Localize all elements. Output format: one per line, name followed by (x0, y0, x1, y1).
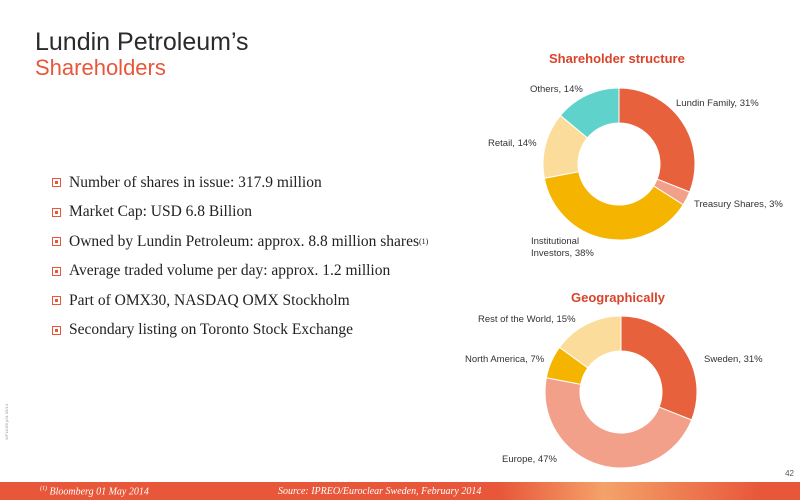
slice-label-sweden: Sweden, 31% (704, 354, 763, 365)
footnote: (1) Bloomberg 01 May 2014 (40, 486, 149, 497)
bullet-text: Average traded volume per day: approx. 1… (69, 262, 391, 280)
footer-bar: (1) Bloomberg 01 May 2014 Source: IPREO/… (0, 482, 800, 500)
slice-rest-of-the-world (558, 315, 622, 369)
donut-chart-geographically: Sweden, 31% Europe, 47% North America, 7% R… (465, 314, 763, 469)
square-bullet-icon (52, 296, 61, 306)
bullet-text: Market Cap: USD 6.8 Billion (69, 203, 252, 221)
document-code: WF11055 p01 05/14 (4, 404, 9, 440)
footnote-text: Bloomberg 01 May 2014 (47, 486, 149, 497)
slice-label-north-america: North America, 7% (465, 354, 545, 365)
slice-lundin-family (618, 87, 696, 193)
slice-others (559, 87, 620, 139)
page-title: Lundin Petroleum’s (35, 28, 249, 56)
bullet-text: Owned by Lundin Petroleum: approx. 8.8 m… (69, 232, 419, 250)
slice-label-institutional-investors: Institutional Investors, 38% (531, 236, 594, 259)
slice-label-lundin-family: Lundin Family, 31% (676, 98, 759, 109)
chart-title-shareholder-structure: Shareholder structure (549, 51, 685, 66)
slice-label-europe: Europe, 47% (502, 454, 557, 465)
bullet-text: Number of shares in issue: 317.9 million (69, 173, 322, 191)
footer-decoration (500, 482, 760, 500)
footnote-marker: (1) (40, 485, 47, 492)
slice-label-others: Others, 14% (530, 84, 583, 95)
square-bullet-icon (52, 237, 61, 247)
bullet-item: Owned by Lundin Petroleum: approx. 8.8 m… (52, 227, 428, 257)
chart-title-geographically: Geographically (571, 290, 665, 305)
bullet-item: Number of shares in issue: 317.9 million (52, 168, 428, 198)
donut-chart-shareholder-structure: Lundin Family, 31% Treasury Shares, 3% Ins… (488, 84, 783, 259)
source-note: Source: IPREO/Euroclear Sweden, February… (278, 486, 482, 497)
slice-sweden (620, 315, 698, 421)
slice-label-treasury-shares: Treasury Shares, 3% (694, 199, 783, 210)
slice-label-rest-of-the-world: Rest of the World, 15% (478, 314, 576, 325)
square-bullet-icon (52, 266, 61, 276)
square-bullet-icon (52, 207, 61, 217)
page-subtitle: Shareholders (35, 55, 166, 80)
square-bullet-icon (52, 178, 61, 188)
bullet-item: Part of OMX30, NASDAQ OMX Stockholm (52, 286, 428, 316)
slice-europe (544, 377, 693, 469)
bullet-item: Secondary listing on Toronto Stock Excha… (52, 316, 428, 346)
bullet-item: Market Cap: USD 6.8 Billion (52, 198, 428, 228)
page-number: 42 (785, 469, 794, 478)
bullet-item: Average traded volume per day: approx. 1… (52, 257, 428, 287)
bullet-text: Secondary listing on Toronto Stock Excha… (69, 321, 354, 339)
bullet-text: Part of OMX30, NASDAQ OMX Stockholm (69, 291, 350, 309)
slice-label-retail: Retail, 14% (488, 138, 537, 149)
footnote-ref: (1) (419, 237, 429, 247)
bullet-list: Number of shares in issue: 317.9 million… (52, 168, 428, 345)
slice-institutional-investors (543, 171, 684, 241)
square-bullet-icon (52, 325, 61, 335)
